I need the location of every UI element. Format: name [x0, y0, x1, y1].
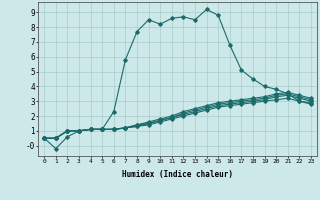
X-axis label: Humidex (Indice chaleur): Humidex (Indice chaleur)	[122, 170, 233, 179]
